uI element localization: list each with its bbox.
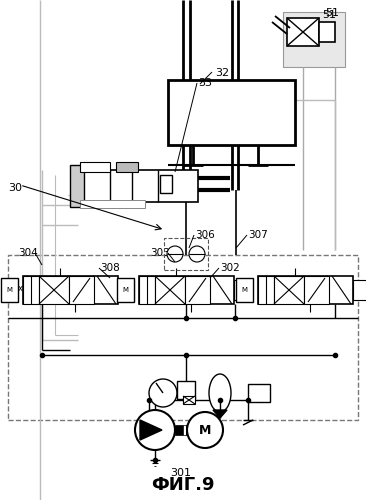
Bar xyxy=(177,381,195,399)
Bar xyxy=(183,396,195,404)
Polygon shape xyxy=(140,420,162,440)
Bar xyxy=(236,278,253,302)
Bar xyxy=(270,83,292,142)
Text: 32: 32 xyxy=(215,68,229,78)
Bar xyxy=(175,425,183,435)
Bar xyxy=(39,276,69,304)
Text: M: M xyxy=(199,424,211,436)
Bar xyxy=(118,280,134,300)
Circle shape xyxy=(187,412,223,448)
Bar xyxy=(116,162,138,172)
Circle shape xyxy=(167,246,183,262)
Bar xyxy=(117,278,134,302)
Bar xyxy=(274,276,304,304)
Text: M: M xyxy=(241,278,247,284)
Bar xyxy=(258,276,274,304)
Bar xyxy=(80,162,110,172)
Bar xyxy=(168,80,295,145)
Bar xyxy=(283,12,345,67)
Text: 33: 33 xyxy=(198,78,212,88)
Bar xyxy=(1,278,18,302)
Text: M: M xyxy=(122,287,128,293)
Text: 302: 302 xyxy=(220,263,240,273)
Bar xyxy=(70,165,84,207)
Bar xyxy=(23,276,39,304)
Bar xyxy=(155,276,185,304)
Bar xyxy=(319,22,335,42)
Circle shape xyxy=(135,410,175,450)
Text: 303: 303 xyxy=(150,248,170,258)
Text: x: x xyxy=(18,284,23,293)
Bar xyxy=(160,175,172,193)
Bar xyxy=(164,238,208,270)
Ellipse shape xyxy=(209,374,231,412)
Bar xyxy=(248,384,270,402)
Text: M: M xyxy=(122,278,128,284)
Text: 51: 51 xyxy=(322,10,336,20)
Circle shape xyxy=(189,246,205,262)
Text: 304: 304 xyxy=(18,248,38,258)
Text: 1: 1 xyxy=(187,389,190,394)
Bar xyxy=(80,200,145,208)
Text: M: M xyxy=(6,287,12,293)
Text: 307: 307 xyxy=(248,230,268,240)
Text: M: M xyxy=(6,278,12,284)
Polygon shape xyxy=(213,410,227,418)
Bar xyxy=(8,255,358,420)
Text: P: P xyxy=(179,382,183,388)
Bar xyxy=(258,276,353,304)
Text: 306: 306 xyxy=(195,230,215,240)
Text: →: → xyxy=(251,385,259,395)
Bar xyxy=(353,280,366,300)
Bar xyxy=(234,280,250,300)
Bar xyxy=(139,276,234,304)
Text: 30: 30 xyxy=(8,183,22,193)
Text: 51: 51 xyxy=(325,8,339,18)
Bar xyxy=(304,276,329,304)
Text: 308: 308 xyxy=(100,263,120,273)
Circle shape xyxy=(149,379,177,407)
Bar xyxy=(139,276,155,304)
Bar xyxy=(23,276,118,304)
Bar xyxy=(287,18,319,46)
Bar xyxy=(185,276,210,304)
Bar xyxy=(183,425,186,435)
Bar xyxy=(78,170,198,202)
Bar xyxy=(69,276,94,304)
Text: ФИГ.9: ФИГ.9 xyxy=(151,476,215,494)
Text: M: M xyxy=(241,287,247,293)
Bar xyxy=(186,425,189,435)
Text: 301: 301 xyxy=(170,468,191,478)
